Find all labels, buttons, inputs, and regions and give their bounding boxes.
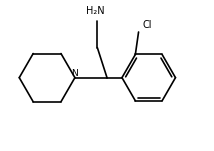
Text: H₂N: H₂N: [86, 6, 105, 16]
Text: Cl: Cl: [143, 20, 152, 30]
Text: N: N: [71, 69, 78, 78]
